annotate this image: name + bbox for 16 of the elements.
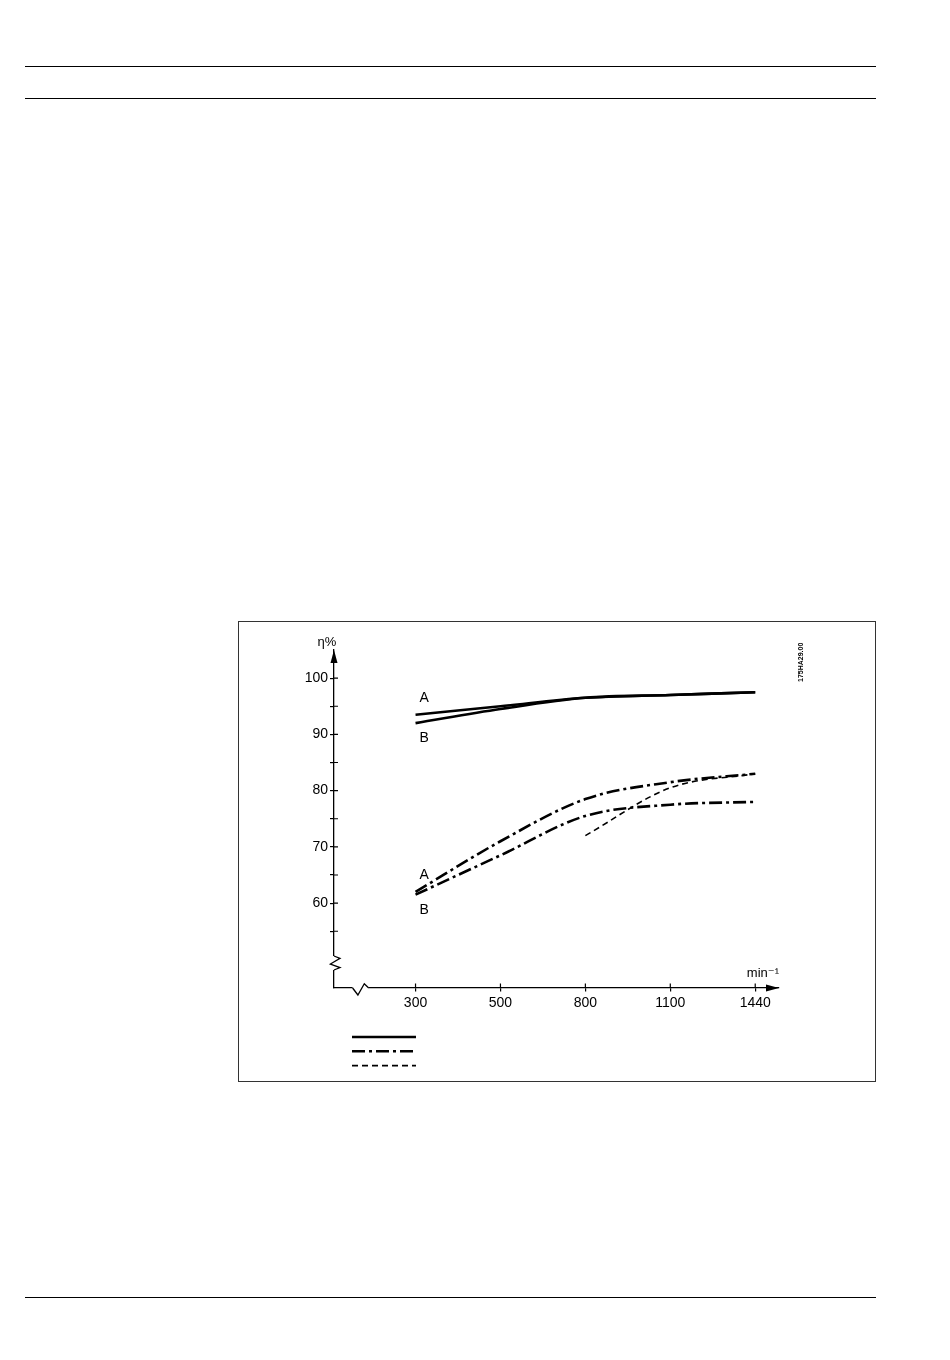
series-label: A bbox=[419, 865, 430, 882]
series-label: B bbox=[419, 900, 429, 917]
y-tick-label: 60 bbox=[312, 893, 329, 910]
y-tick-label: 80 bbox=[312, 781, 329, 798]
x-tick-label: 300 bbox=[403, 994, 428, 1011]
x-tick-label: 800 bbox=[573, 994, 598, 1011]
y-axis-title: η% bbox=[317, 634, 337, 649]
x-axis-title: min⁻¹ bbox=[746, 964, 780, 980]
series-label: A bbox=[419, 688, 430, 705]
y-tick-label: 90 bbox=[312, 725, 329, 742]
x-tick-label: 500 bbox=[488, 994, 513, 1011]
x-tick-label: 1100 bbox=[655, 994, 686, 1011]
x-tick-label: 1440 bbox=[739, 994, 771, 1011]
series-label: B bbox=[419, 728, 429, 745]
y-tick-label: 70 bbox=[312, 837, 329, 854]
y-tick-label: 100 bbox=[304, 668, 329, 685]
